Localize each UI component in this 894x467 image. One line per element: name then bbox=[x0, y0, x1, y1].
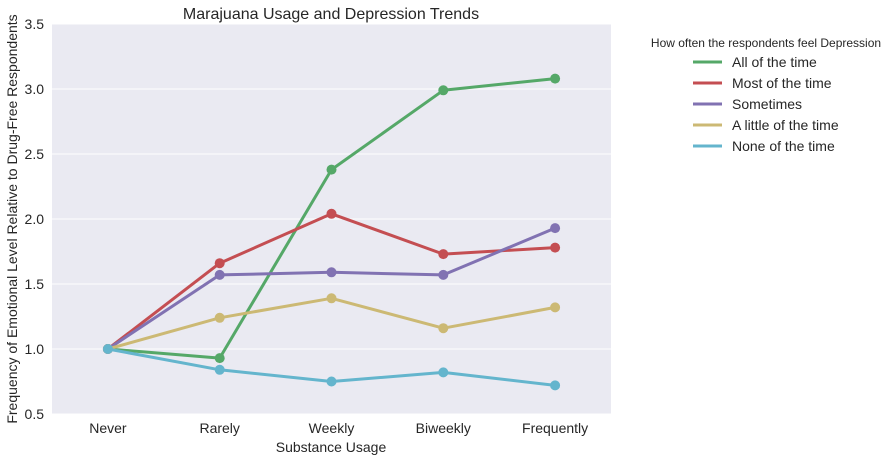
legend-label: Sometimes bbox=[732, 96, 802, 112]
y-tick-label: 2.5 bbox=[25, 146, 45, 162]
data-point bbox=[438, 85, 449, 96]
data-point bbox=[326, 293, 337, 304]
data-point bbox=[214, 258, 225, 269]
series-a-little-of-the-time bbox=[102, 293, 561, 354]
legend-item: A little of the time bbox=[693, 117, 839, 133]
data-point bbox=[550, 242, 561, 253]
data-point bbox=[214, 364, 225, 375]
y-tick-label: 1.5 bbox=[25, 276, 45, 292]
y-axis-label: Frequency of Emotional Level Relative to… bbox=[4, 14, 20, 423]
x-tick-labels: Never Rarely Weekly Biweekly Frequently bbox=[89, 420, 588, 436]
x-tick-label: Frequently bbox=[522, 420, 588, 436]
data-point bbox=[438, 249, 449, 260]
legend-item: Sometimes bbox=[693, 96, 802, 112]
legend-label: None of the time bbox=[732, 138, 835, 154]
legend-title: How often the respondents feel Depressio… bbox=[651, 36, 881, 50]
chart-title: Marajuana Usage and Depression Trends bbox=[183, 6, 479, 23]
legend-item: All of the time bbox=[693, 54, 817, 70]
data-point bbox=[326, 208, 337, 219]
data-point bbox=[214, 269, 225, 280]
x-tick-label: Biweekly bbox=[416, 420, 471, 436]
x-axis-label: Substance Usage bbox=[276, 439, 387, 455]
data-point bbox=[102, 344, 113, 354]
data-point bbox=[438, 269, 449, 280]
data-point bbox=[550, 73, 561, 84]
series-layer bbox=[102, 73, 561, 391]
x-tick-label: Weekly bbox=[309, 420, 355, 436]
data-point bbox=[550, 302, 561, 313]
data-point bbox=[438, 367, 449, 378]
data-point bbox=[550, 223, 561, 234]
legend-item: None of the time bbox=[693, 138, 835, 154]
x-tick-label: Rarely bbox=[199, 420, 239, 436]
legend-label: A little of the time bbox=[732, 117, 839, 133]
legend-label: Most of the time bbox=[732, 75, 832, 91]
series-none-of-the-time bbox=[102, 344, 561, 391]
y-tick-labels: 0.5 1.0 1.5 2.0 2.5 3.0 3.5 bbox=[25, 16, 45, 422]
y-tick-label: 3.5 bbox=[25, 16, 45, 32]
data-point bbox=[214, 312, 225, 323]
y-tick-label: 3.0 bbox=[25, 81, 45, 97]
y-tick-label: 0.5 bbox=[25, 406, 45, 422]
legend-items: All of the time Most of the time Sometimes… bbox=[693, 54, 839, 154]
gridlines bbox=[52, 23, 611, 415]
data-point bbox=[438, 323, 449, 334]
y-tick-label: 1.0 bbox=[25, 341, 45, 357]
legend: How often the respondents feel Depressio… bbox=[651, 36, 881, 154]
x-tick-label: Never bbox=[89, 420, 127, 436]
legend-label: All of the time bbox=[732, 54, 817, 70]
data-point bbox=[326, 267, 337, 278]
y-tick-label: 2.0 bbox=[25, 211, 45, 227]
data-point bbox=[326, 376, 337, 387]
data-point bbox=[214, 353, 225, 364]
data-point bbox=[550, 380, 561, 391]
legend-item: Most of the time bbox=[693, 75, 832, 91]
data-point bbox=[326, 164, 337, 175]
